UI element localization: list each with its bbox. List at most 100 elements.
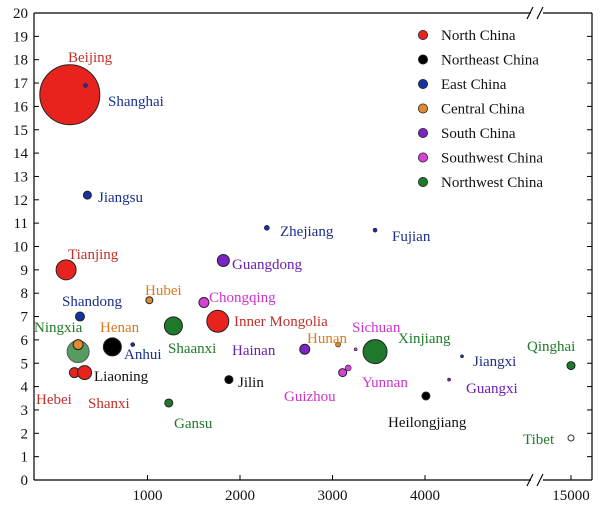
label-hubei: Hubei bbox=[145, 283, 182, 299]
legend: North China Northeast China East China Cent… bbox=[417, 28, 543, 191]
y-tick-label: 19 bbox=[13, 29, 28, 45]
legend-marker bbox=[417, 54, 428, 65]
label-yunnan: Yunnan bbox=[362, 375, 408, 391]
label-sichuan: Sichuan bbox=[352, 320, 401, 336]
point-labels: Beijing Shanghai Jiangsu Zhejiang Fujian Tian… bbox=[34, 50, 575, 448]
label-zhejiang: Zhejiang bbox=[280, 224, 334, 240]
legend-marker bbox=[417, 103, 428, 114]
x-tick-label: 2000 bbox=[225, 488, 255, 504]
bubble-hubei bbox=[145, 296, 154, 305]
legend-label: Southwest China bbox=[441, 151, 543, 167]
y-tick-label: 12 bbox=[13, 193, 28, 209]
label-guangdong: Guangdong bbox=[232, 257, 302, 273]
y-tick-label: 6 bbox=[21, 333, 29, 349]
bubble-henan bbox=[72, 339, 84, 351]
y-tick-label: 20 bbox=[13, 6, 28, 22]
label-qinghai: Qinghai bbox=[527, 339, 575, 355]
legend-marker bbox=[417, 176, 428, 187]
x-tick-label: 15000 bbox=[552, 488, 590, 504]
label-shaanxi: Shaanxi bbox=[168, 341, 216, 357]
legend-item: North China bbox=[417, 28, 516, 44]
bubble-beijing bbox=[39, 64, 101, 126]
label-anhui: Anhui bbox=[124, 347, 162, 363]
legend-item: Southwest China bbox=[417, 151, 543, 167]
bubble-guangdong bbox=[216, 254, 230, 268]
label-hebei: Hebei bbox=[36, 392, 72, 408]
legend-label: North China bbox=[441, 28, 516, 44]
x-tick-label: 4000 bbox=[410, 488, 440, 504]
bubble-shaanxi bbox=[163, 316, 183, 336]
y-tick-label: 2 bbox=[21, 426, 29, 442]
legend-label: Northwest China bbox=[441, 175, 543, 191]
label-hainan: Hainan bbox=[232, 343, 276, 359]
bubble-yunnan bbox=[344, 364, 352, 372]
legend-item: Central China bbox=[417, 102, 525, 118]
bubble-fujian bbox=[372, 227, 378, 233]
label-fujian: Fujian bbox=[392, 229, 431, 245]
label-shanghai: Shanghai bbox=[108, 94, 164, 110]
y-tick-label: 3 bbox=[21, 403, 29, 419]
bubble-sichuan bbox=[353, 347, 358, 352]
label-inner-mongolia: Inner Mongolia bbox=[234, 314, 328, 330]
label-tianjing: Tianjing bbox=[68, 247, 119, 263]
bubble-hainan bbox=[299, 343, 311, 355]
label-shandong: Shandong bbox=[62, 294, 123, 310]
y-tick-label: 15 bbox=[13, 123, 28, 139]
label-shanxi: Shanxi bbox=[88, 396, 130, 412]
label-henan: Henan bbox=[100, 320, 140, 336]
y-tick-label: 7 bbox=[21, 310, 29, 326]
y-tick-label: 18 bbox=[13, 53, 28, 69]
label-jiangxi: Jiangxi bbox=[473, 354, 516, 370]
bubble-jiangxi bbox=[460, 354, 464, 359]
bubble-gansu bbox=[164, 398, 174, 408]
bubble-hunan bbox=[335, 341, 341, 348]
x-axis-break-bottom: // bbox=[526, 473, 544, 487]
bubble-zhejiang bbox=[264, 225, 270, 231]
y-tick-label: 10 bbox=[13, 240, 28, 256]
y-tick-label: 14 bbox=[13, 146, 29, 162]
data-points bbox=[39, 64, 576, 442]
y-tick-label: 4 bbox=[21, 380, 29, 396]
y-tick-label: 17 bbox=[13, 76, 29, 92]
break-slash-2 bbox=[536, 6, 544, 20]
bubble-shandong bbox=[74, 311, 85, 322]
legend-label: Central China bbox=[441, 102, 525, 118]
legend-label: East China bbox=[441, 77, 507, 93]
bubble-anhui bbox=[130, 342, 135, 347]
legend-label: South China bbox=[441, 126, 516, 142]
legend-marker bbox=[417, 79, 428, 90]
legend-marker bbox=[417, 29, 428, 40]
bubble-heilongjiang bbox=[421, 391, 431, 401]
bubble-liaoning bbox=[102, 337, 122, 357]
bubble-qinghai bbox=[566, 361, 576, 371]
bubble-xinjiang bbox=[362, 339, 388, 365]
break-slash-1 bbox=[526, 6, 534, 20]
y-tick-label: 0 bbox=[21, 473, 29, 489]
bubble-inner-mongolia bbox=[206, 309, 230, 333]
label-hunan: Hunan bbox=[307, 331, 347, 347]
legend-item: Northeast China bbox=[417, 53, 539, 69]
bubble-guangxi bbox=[447, 377, 451, 382]
break-mark-label: // bbox=[535, 17, 536, 19]
label-guizhou: Guizhou bbox=[284, 389, 336, 405]
legend-marker bbox=[417, 152, 428, 163]
y-tick-label: 8 bbox=[21, 286, 29, 302]
break-mark-label: // bbox=[535, 484, 536, 486]
x-tick-label: 1000 bbox=[133, 488, 163, 504]
bubble-tianjing bbox=[55, 259, 77, 281]
bubble-shanxi bbox=[77, 365, 93, 381]
label-jilin: Jilin bbox=[238, 375, 264, 391]
y-tick-label: 16 bbox=[13, 99, 29, 115]
label-ningxia: Ningxia bbox=[34, 320, 83, 336]
label-chongqing: Chongqing bbox=[209, 290, 276, 306]
legend-item: Northwest China bbox=[417, 175, 543, 191]
bubble-jilin bbox=[224, 375, 234, 385]
label-beijing: Beijing bbox=[68, 50, 113, 66]
break-slash-2 bbox=[536, 473, 544, 487]
y-tick-label: 11 bbox=[14, 216, 28, 232]
label-liaoning: Liaoning bbox=[94, 369, 149, 385]
x-tick-label: 3000 bbox=[318, 488, 348, 504]
label-tibet: Tibet bbox=[523, 432, 555, 448]
